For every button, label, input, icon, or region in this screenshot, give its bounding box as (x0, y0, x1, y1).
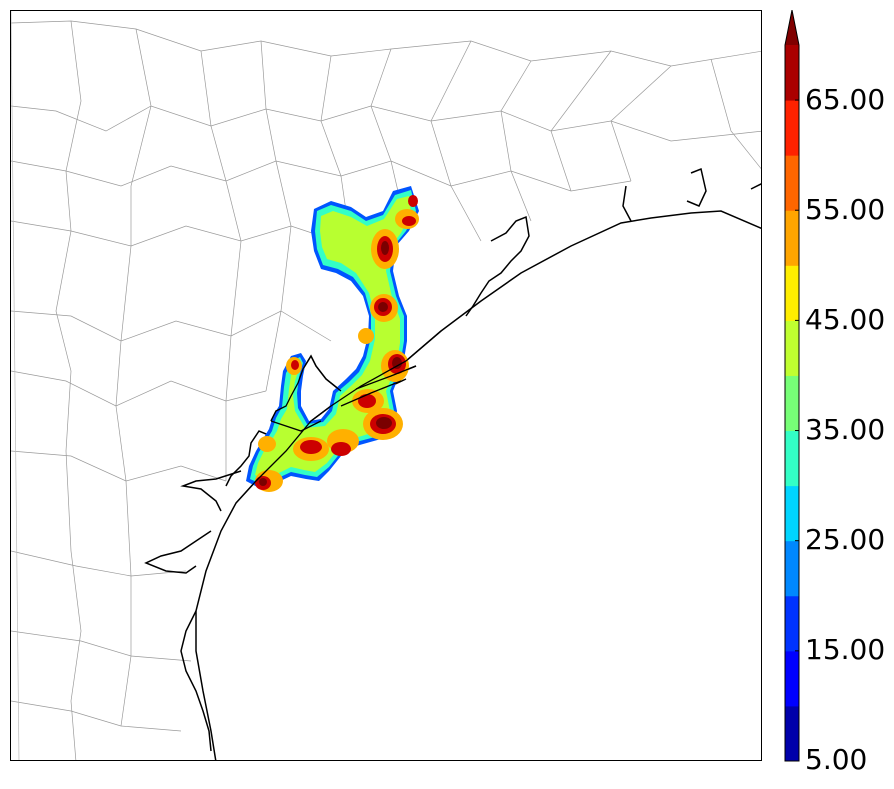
colorbar-extend-arrow (785, 10, 799, 45)
map-canvas (11, 11, 761, 760)
colorbar-tick-label-65: 65.00 (805, 83, 886, 116)
colorbar-tick-label-55: 55.00 (805, 193, 886, 226)
colorbar-tick-label-45: 45.00 (805, 303, 886, 336)
colorbar-tick-label-25: 25.00 (805, 523, 886, 556)
coastline-overlay (235, 330, 442, 504)
colorbar-bin (785, 155, 799, 211)
colorbar-bin (785, 375, 799, 432)
colorbar-tick-label-15: 15.00 (805, 633, 886, 666)
colorbar-tick-label-35: 35.00 (805, 413, 886, 446)
colorbar-bin (785, 430, 799, 487)
coastline (144, 167, 761, 760)
colorbar-bin (785, 595, 799, 652)
colorbar-bin (785, 705, 799, 762)
colorbar-bin (785, 540, 799, 597)
map-panel (10, 10, 762, 761)
county-boundaries (11, 11, 761, 760)
colorbar-bin (785, 45, 799, 101)
colorbar-bin (785, 320, 799, 376)
colorbar-bin (785, 100, 799, 156)
colorbar-bin (785, 265, 799, 321)
colorbar-bin (785, 210, 799, 266)
colorbar (783, 9, 894, 785)
colorbar-svg (784, 9, 800, 762)
colorbar-bin (785, 650, 799, 707)
field-level-darkest (259, 241, 402, 486)
colorbar-tick-label-5: 5.00 (805, 743, 868, 776)
colorbar-bin (785, 485, 799, 542)
